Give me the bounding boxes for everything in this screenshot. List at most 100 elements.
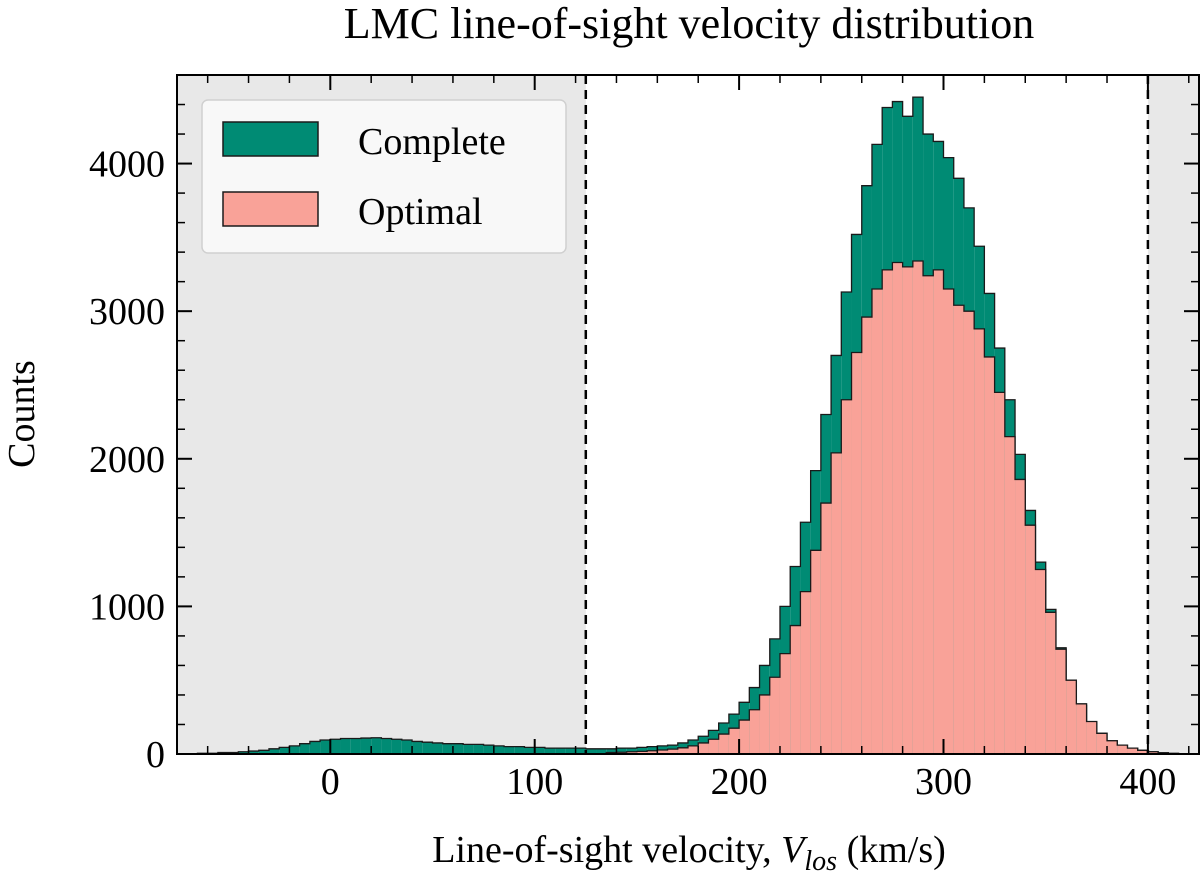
histogram-bar-complete <box>636 747 648 754</box>
histogram-bar-complete <box>299 743 310 754</box>
legend-swatch-complete <box>222 121 319 157</box>
histogram-bar-optimal <box>800 591 811 754</box>
histogram-bar-optimal <box>841 399 852 754</box>
legend-swatch-optimal <box>222 191 319 227</box>
histogram-bar-complete <box>524 747 535 754</box>
legend-label-optimal: Optimal <box>358 191 483 233</box>
histogram-bar-complete <box>309 741 321 754</box>
y-tick-label: 4000 <box>89 144 165 186</box>
histogram-bar-complete <box>544 748 556 754</box>
histogram-bar-complete <box>565 748 576 754</box>
histogram-bar-optimal <box>1015 479 1026 754</box>
histogram-bar-optimal <box>1127 748 1138 754</box>
x-axis-label: Line-of-sight velocity, Vlos (km/s) <box>432 829 946 877</box>
histogram-bar-optimal <box>647 750 658 754</box>
x-axis-label-subscript: los <box>804 846 837 877</box>
x-tick-label: 200 <box>711 761 768 803</box>
histogram-bar-optimal <box>1066 680 1077 754</box>
legend-label-complete: Complete <box>358 121 506 163</box>
histogram-bar-complete <box>493 745 505 754</box>
histogram-bar-complete <box>504 746 515 754</box>
histogram-bar-optimal <box>882 269 893 754</box>
histogram-bar-complete <box>616 748 627 754</box>
x-tick-label: 100 <box>506 761 563 803</box>
histogram-bar-optimal <box>820 503 832 754</box>
histogram-bar-optimal <box>1147 751 1159 754</box>
histogram-bar-optimal <box>708 739 719 754</box>
x-tick-label: 400 <box>1119 761 1176 803</box>
histogram-bar-optimal <box>892 262 903 754</box>
y-tick-label: 2000 <box>89 439 165 481</box>
histogram-bar-complete <box>473 744 484 754</box>
histogram-bar-optimal <box>902 266 913 754</box>
histogram-bar-complete <box>350 738 361 754</box>
histogram-bar-complete <box>596 748 607 754</box>
x-axis-label-symbol: V <box>781 829 808 871</box>
histogram-bar-optimal <box>688 745 699 754</box>
excluded-region-high <box>1147 75 1199 754</box>
histogram-bar-optimal <box>810 550 821 754</box>
histogram-bar-optimal <box>1086 721 1097 754</box>
histogram-bar-optimal <box>1076 703 1087 754</box>
histogram-bar-optimal <box>953 305 964 754</box>
histogram-bar-optimal <box>831 452 842 754</box>
histogram-bar-complete <box>279 747 290 754</box>
histogram-bar-complete <box>381 738 392 754</box>
histogram-bar-complete <box>391 739 402 754</box>
y-axis-label: Counts <box>1 360 43 468</box>
chart-title: LMC line-of-sight velocity distribution <box>344 0 1035 48</box>
y-tick-label: 0 <box>146 734 165 776</box>
histogram-bar-optimal <box>667 749 678 754</box>
histogram-bar-optimal <box>790 625 801 754</box>
histogram-bar-complete <box>463 744 474 754</box>
histogram-bar-optimal <box>1025 525 1036 754</box>
histogram-bar-complete <box>452 743 464 754</box>
histogram-bar-optimal <box>912 260 924 754</box>
histogram-bar-optimal <box>1045 612 1056 754</box>
x-axis-label-unit: (km/s) <box>837 829 946 871</box>
histogram-bar-optimal <box>1096 733 1108 754</box>
histogram-bar-optimal <box>626 751 637 754</box>
histogram-bar-complete <box>330 739 341 754</box>
x-axis-label-main: Line-of-sight velocity, <box>432 829 781 871</box>
histogram-bar-complete <box>606 748 617 754</box>
x-tick-label: 0 <box>321 761 340 803</box>
histogram-bar-optimal <box>636 751 648 754</box>
histogram-bar-optimal <box>851 352 862 754</box>
histogram-bar-optimal <box>749 709 760 754</box>
histogram-bar-complete <box>268 748 280 754</box>
histogram-bar-optimal <box>728 728 740 754</box>
histogram-bar-optimal <box>759 694 770 754</box>
histogram-bar-complete <box>534 747 545 754</box>
histogram-bar-optimal <box>1137 750 1148 754</box>
histogram-bar-complete <box>422 742 433 754</box>
histogram-bar-optimal <box>698 742 709 754</box>
histogram-bar-complete <box>401 739 413 754</box>
legend: Complete Optimal <box>201 99 567 254</box>
histogram-bar-optimal <box>718 734 729 754</box>
histogram-bar-optimal <box>943 289 954 754</box>
histogram-bar-complete <box>320 739 331 754</box>
histogram-bar-optimal <box>739 720 750 754</box>
histogram-bar-optimal <box>677 747 688 754</box>
histogram-bar-optimal <box>871 289 883 754</box>
histogram-bar-optimal <box>974 328 985 754</box>
histogram-bar-optimal <box>994 392 1005 754</box>
histogram-bar-complete <box>585 748 597 754</box>
histogram-bar-optimal <box>657 750 668 754</box>
histogram-bar-complete <box>289 745 300 754</box>
histogram-bar-optimal <box>779 653 791 754</box>
histogram-bar-optimal <box>1055 649 1067 754</box>
histogram-bar-optimal <box>1004 436 1016 754</box>
histogram-bar-optimal <box>923 275 934 754</box>
histogram-bar-complete <box>340 738 351 754</box>
histogram-bar-complete <box>626 748 637 754</box>
plot-frame <box>176 74 1200 755</box>
histogram-bar-complete <box>258 750 269 754</box>
histogram-bar-complete <box>248 751 259 754</box>
y-tick-label: 1000 <box>89 586 165 628</box>
histogram-bar-optimal <box>1107 740 1118 754</box>
histogram-bar-optimal <box>933 269 944 754</box>
histogram-bar-optimal <box>1117 745 1128 754</box>
